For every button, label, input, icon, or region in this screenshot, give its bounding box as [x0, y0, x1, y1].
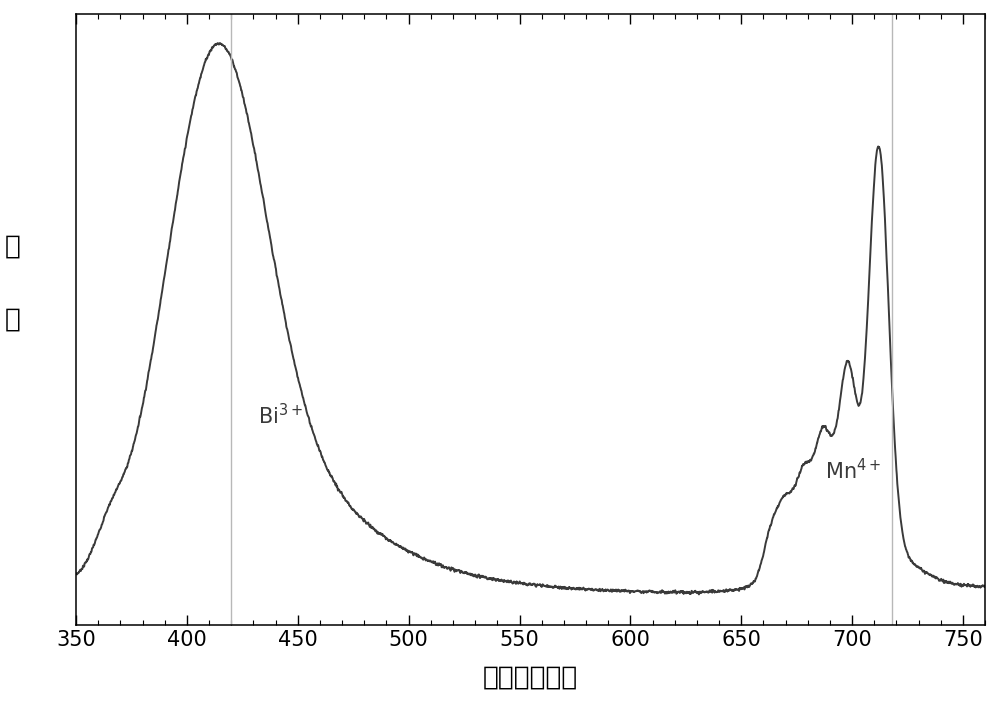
Text: 度: 度	[5, 307, 20, 332]
X-axis label: 波长（纳米）: 波长（纳米）	[483, 664, 578, 690]
Text: 强: 强	[5, 233, 20, 259]
Text: Mn$^{4+}$: Mn$^{4+}$	[825, 458, 882, 484]
Text: Bi$^{3+}$: Bi$^{3+}$	[258, 403, 303, 428]
